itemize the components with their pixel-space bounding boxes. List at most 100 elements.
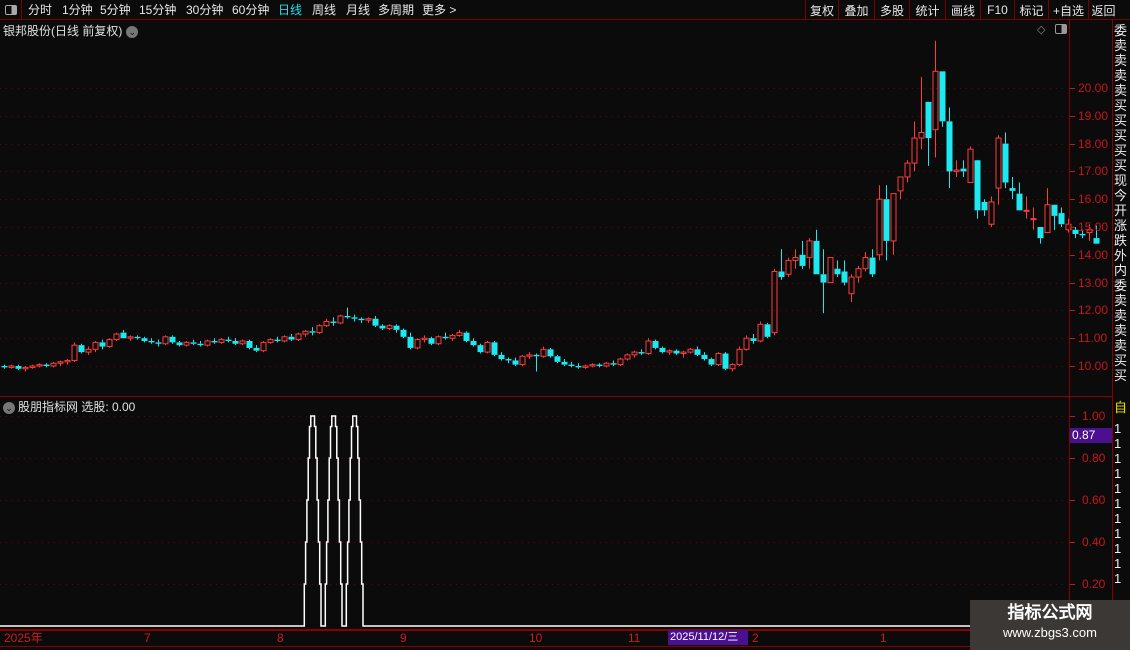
candle-down [547, 349, 554, 357]
price-tick [1070, 310, 1075, 312]
candle-down [211, 340, 218, 343]
price-tick-label: 18.00 [1078, 136, 1109, 151]
candle-up [729, 364, 736, 370]
period-tab[interactable]: 更多 > [422, 3, 457, 17]
candle-up [323, 321, 330, 327]
indicator-tick-label: 0.20 [1082, 577, 1106, 591]
period-tab[interactable]: 15分钟 [139, 3, 177, 17]
candle-up [666, 350, 673, 353]
period-tab[interactable]: 多周期 [378, 3, 415, 17]
period-tab[interactable]: 周线 [312, 3, 337, 17]
price-tick-label: 17.00 [1078, 164, 1109, 179]
candle-down [974, 160, 981, 211]
candle-down [197, 343, 204, 346]
toolbar-button[interactable]: 标记 [1014, 0, 1048, 20]
toolbar-button[interactable]: 多股 [874, 0, 909, 20]
candle-down [309, 331, 316, 333]
candle-down [512, 360, 519, 365]
candle-down [813, 240, 820, 275]
period-tab[interactable]: 5分钟 [100, 3, 131, 17]
candle-down [708, 359, 715, 365]
candle-down [1072, 229, 1079, 234]
date-tick-label: 1 [880, 631, 887, 645]
price-tick-label: 12.00 [1078, 303, 1109, 318]
candle-up [421, 337, 428, 341]
candle-up [897, 176, 904, 192]
diamond-icon[interactable]: ◇ [1037, 24, 1046, 36]
candle-down [638, 352, 645, 354]
period-tab[interactable]: 60分钟 [232, 3, 270, 17]
date-axis-line [0, 629, 1130, 631]
candle-up [1086, 229, 1093, 234]
chevron-down-icon[interactable]: ⌄ [126, 25, 139, 38]
top-toolbar: 分时 1分钟 5分钟 15分钟 30分钟 60分钟 日线 周线 月线 多周期 更多 > 复权 叠加 多股… [0, 0, 1130, 20]
period-tab[interactable]: 1分钟 [62, 3, 93, 17]
candle-down [141, 338, 148, 341]
indicator-tick [1070, 542, 1075, 543]
candle-up [365, 318, 372, 321]
candle-up [645, 340, 652, 354]
candle-down [799, 254, 806, 266]
price-tick [1070, 338, 1075, 340]
candle-up [687, 348, 694, 353]
chevron-down-icon[interactable]: ⌄ [3, 401, 15, 414]
toolbar-button[interactable]: 画线 [945, 0, 980, 20]
candle-up [519, 355, 526, 366]
toolbar-button[interactable]: F10 [980, 0, 1014, 20]
toolbar-button[interactable]: 叠加 [838, 0, 874, 20]
toolbar-button[interactable]: 返回 [1088, 0, 1118, 20]
indicator-tick-label: 0.40 [1082, 535, 1106, 549]
chart-title[interactable]: 银邦股份(日线 前复权) ⌄ [3, 22, 139, 39]
period-tab[interactable]: 分时 [28, 3, 53, 17]
price-tick-label: 20.00 [1078, 81, 1109, 95]
candle-up [113, 333, 120, 341]
candle-down [1093, 238, 1100, 244]
candle-up [260, 341, 267, 352]
toolbar-button[interactable]: 复权 [805, 0, 838, 20]
candle-down [1, 366, 8, 368]
candle-down [722, 353, 729, 369]
price-tick [1070, 282, 1075, 284]
cursor-value-label: 0.87 [1070, 428, 1112, 443]
candle-up [589, 364, 596, 367]
period-tab[interactable]: 月线 [346, 3, 371, 17]
candle-up [932, 70, 939, 131]
candle-down [470, 340, 477, 346]
candle-down [834, 268, 841, 275]
panel-toggle-icon[interactable] [1055, 24, 1067, 34]
candle-up [484, 341, 491, 353]
candle-up [953, 169, 960, 172]
candle-down [505, 359, 512, 361]
candle-down [372, 318, 379, 326]
candle-up [1023, 209, 1030, 212]
toolbar-button[interactable]: 统计 [909, 0, 945, 20]
candle-up [204, 340, 211, 346]
price-tick [1070, 143, 1075, 145]
candle-down [148, 340, 155, 343]
cursor-date-label: 2025/11/12/三 [668, 630, 748, 645]
candle-up [414, 339, 421, 349]
candle-down [1009, 188, 1016, 191]
candle-up [281, 336, 288, 342]
toolbar-button[interactable]: +自选 [1048, 0, 1088, 20]
candle-down [694, 349, 701, 355]
price-tick-label: 14.00 [1078, 247, 1109, 262]
candle-up [57, 361, 64, 364]
candle-up [904, 162, 911, 178]
candle-down [869, 257, 876, 275]
indicator-title[interactable]: ⌄ 股朋指标网 选股: 0.00 [3, 398, 135, 415]
candle-down [939, 71, 946, 122]
date-tick-label: 7 [144, 631, 151, 645]
sidebar-toggle-icon[interactable] [0, 0, 22, 20]
candle-down [652, 340, 659, 348]
period-tab[interactable]: 30分钟 [186, 3, 224, 17]
candle-down [330, 321, 337, 323]
candle-down [750, 338, 757, 341]
candle-down [610, 363, 617, 365]
candle-up [631, 351, 638, 356]
candle-down [225, 339, 232, 341]
indicator-tick-label: 0.80 [1082, 451, 1106, 465]
candle-down [407, 336, 414, 348]
period-tab[interactable]: 日线 [278, 3, 303, 17]
